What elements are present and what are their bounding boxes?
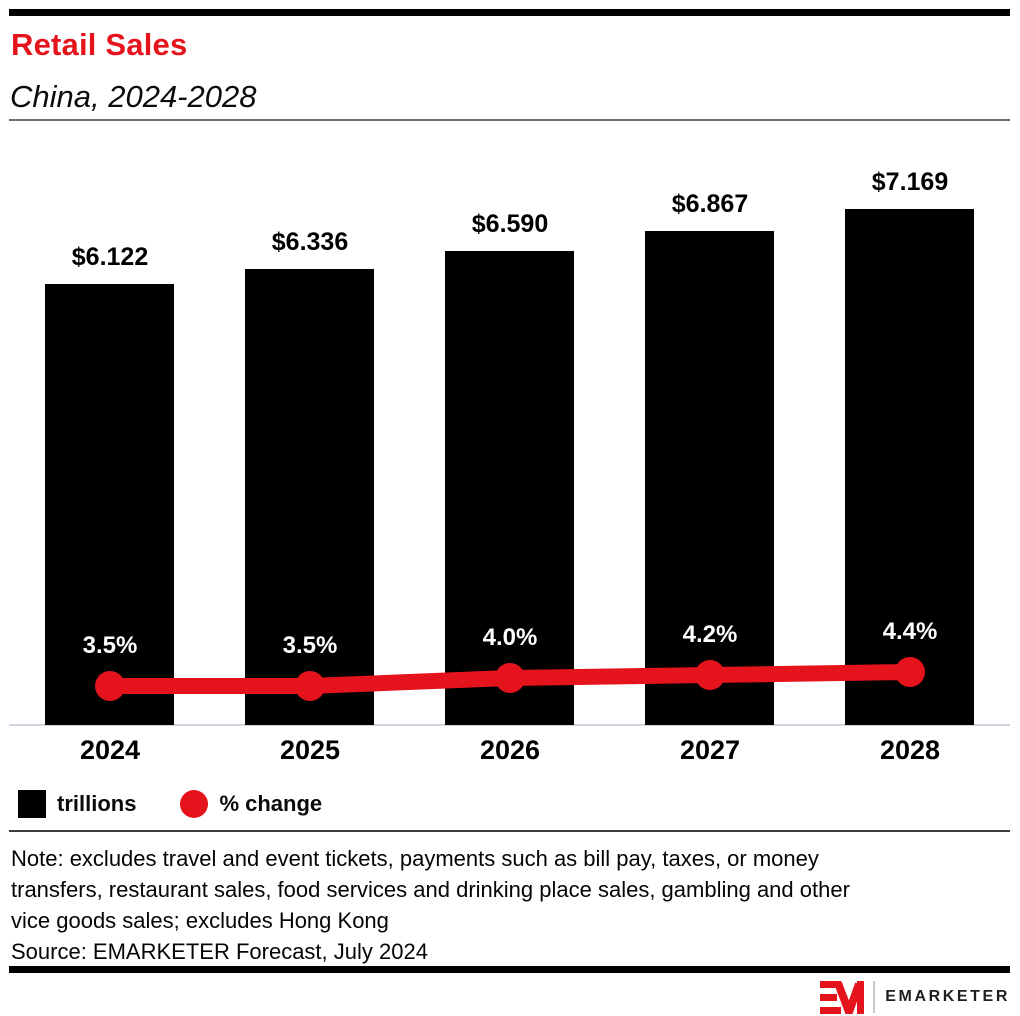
bar-value-label-2025: $6.336 — [271, 228, 349, 256]
footnote-block: Note: excludes travel and event tickets,… — [11, 843, 850, 967]
logo-wordmark: EMARKETER — [885, 988, 1010, 1005]
bar-2027 — [645, 231, 774, 725]
source-line: Source: EMARKETER Forecast, July 2024 — [11, 939, 428, 964]
legend-label-pct-change: % change — [219, 791, 323, 816]
note-line: transfers, restaurant sales, food servic… — [11, 877, 850, 902]
x-axis-label-2027: 2027 — [679, 735, 741, 765]
x-axis-label-2026: 2026 — [479, 735, 541, 765]
x-axis-line — [9, 724, 1010, 726]
note-line: vice goods sales; excludes Hong Kong — [11, 908, 389, 933]
legend-bar-swatch-icon — [18, 790, 46, 818]
bottom-accent-bar — [9, 966, 1010, 973]
logo-divider — [873, 981, 876, 1013]
bar-value-label-2027: $6.867 — [671, 190, 749, 218]
pct-change-label-2026: 4.0% — [482, 624, 538, 651]
bar-2024 — [45, 284, 174, 725]
pct-change-label-2028: 4.4% — [882, 618, 938, 645]
emarketer-logo: EMARKETER — [820, 980, 1010, 1014]
footer-divider — [9, 830, 1010, 832]
bar-value-label-2024: $6.122 — [71, 243, 149, 271]
header-divider — [9, 119, 1010, 121]
emarketer-logo-icon — [820, 980, 865, 1014]
bar-value-label-2028: $7.169 — [871, 168, 949, 196]
legend-label-trillions: trillions — [57, 791, 137, 816]
x-axis-label-2025: 2025 — [279, 735, 341, 765]
legend-line-swatch-icon — [180, 790, 209, 818]
bar-2025 — [245, 269, 374, 725]
x-axis-label-2024: 2024 — [79, 735, 141, 765]
pct-change-label-2024: 3.5% — [82, 632, 138, 659]
bar-2026 — [445, 251, 574, 725]
bar-2028 — [845, 209, 974, 725]
x-axis-label-2028: 2028 — [879, 735, 941, 765]
pct-change-label-2027: 4.2% — [682, 621, 738, 648]
legend: trillions % change — [18, 790, 322, 818]
chart-title: Retail Sales — [11, 27, 188, 62]
pct-change-label-2025: 3.5% — [282, 632, 338, 659]
bar-value-label-2026: $6.590 — [471, 210, 549, 238]
top-accent-bar — [9, 9, 1010, 16]
note-line: Note: excludes travel and event tickets,… — [11, 846, 819, 871]
chart-subtitle: China, 2024-2028 — [10, 79, 257, 114]
